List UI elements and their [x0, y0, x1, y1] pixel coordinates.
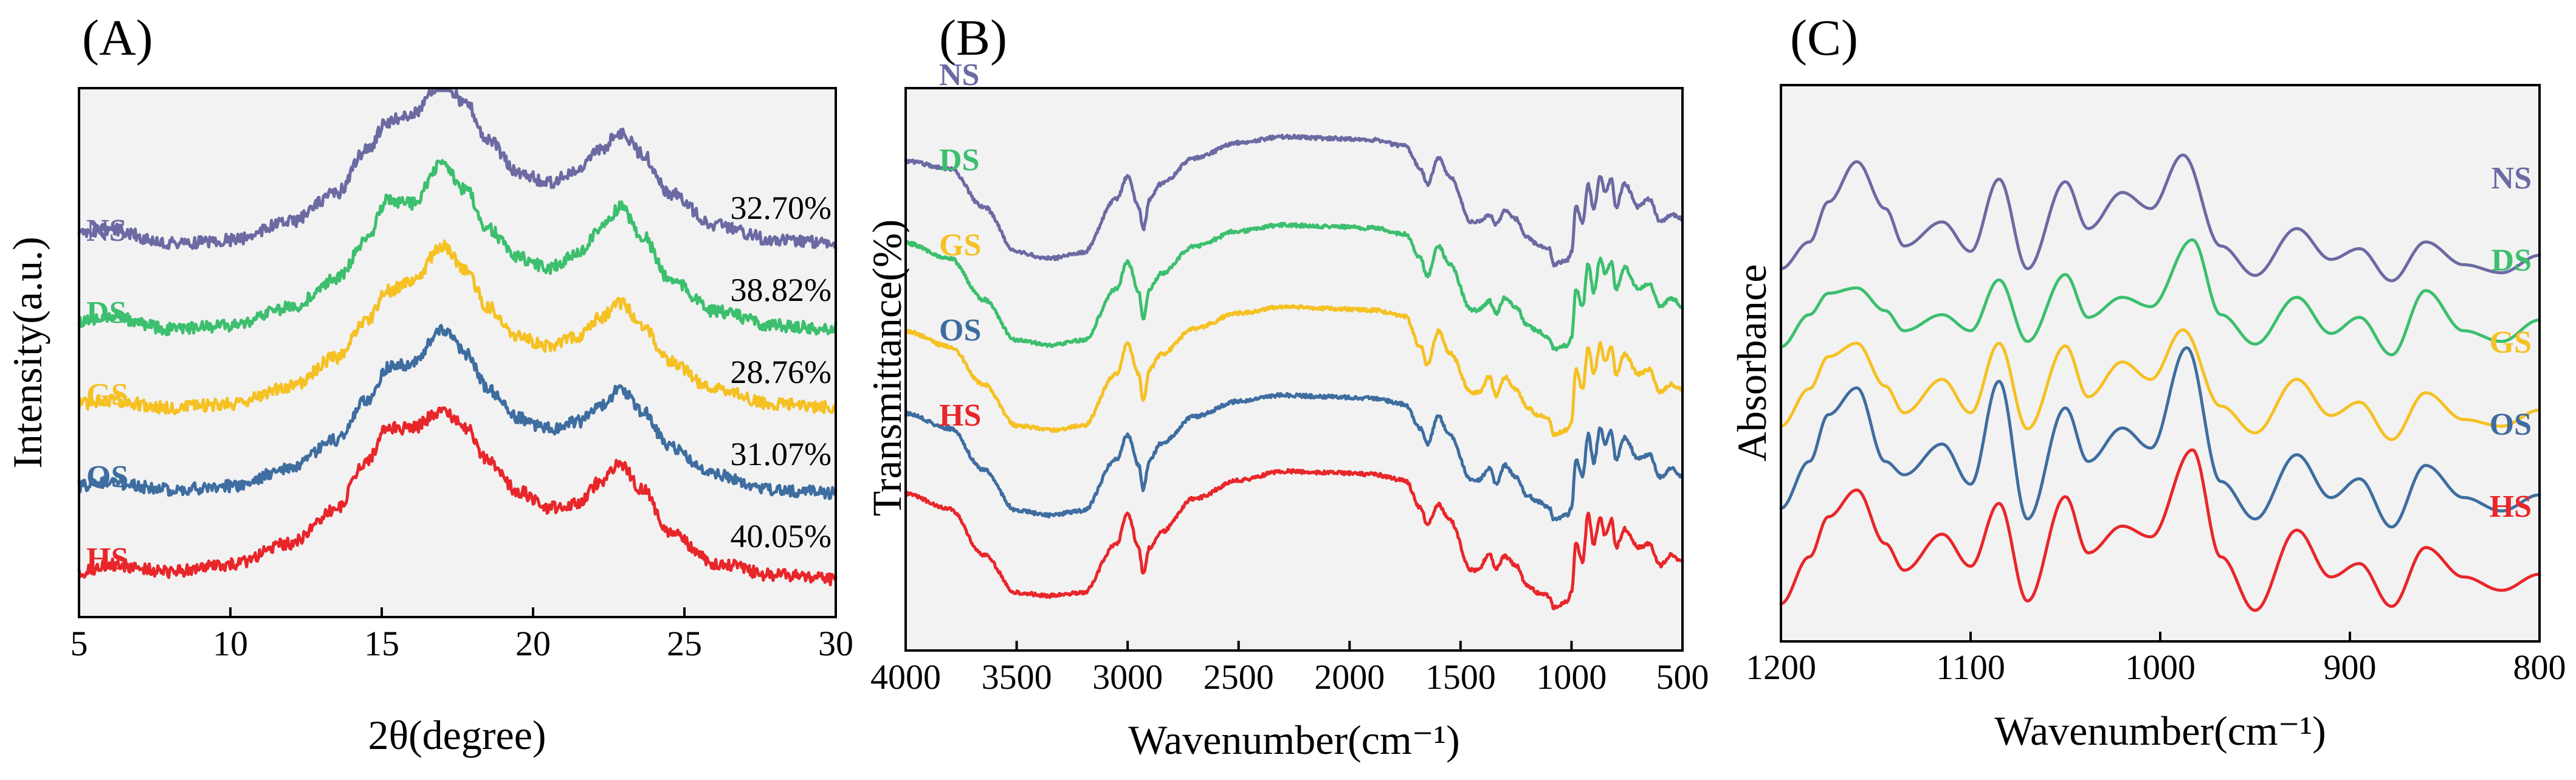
x-tick-label: 1200	[1746, 647, 1816, 687]
x-tick-label: 1100	[1936, 647, 2005, 687]
series-label-ds: DS	[86, 295, 126, 330]
x-tick-label: 15	[364, 624, 399, 663]
series-line-ds	[77, 159, 838, 337]
x-tick-label: 900	[2324, 647, 2377, 687]
x-tick-label: 30	[818, 624, 853, 663]
x-tick-label: 5	[71, 624, 88, 663]
x-tick-label: 20	[515, 624, 551, 663]
crystallinity-label-hs: 40.05%	[731, 518, 832, 554]
panel-a-ticks: 5 10 15 20 25 30	[71, 607, 853, 663]
series-line-ds	[1779, 238, 2541, 357]
series-label-os: OS	[2490, 407, 2532, 442]
panel-a-letter: (A)	[82, 10, 153, 66]
series-line-ns	[904, 133, 1684, 267]
panel-c: (C) 1200 1100 1000 900 800 NS DS GS OS HS Wavenu…	[1729, 10, 2566, 754]
x-tick-label: 25	[667, 624, 702, 663]
panel-b-frame	[904, 87, 1684, 652]
series-line-gs	[904, 304, 1684, 438]
panel-a-plot-area	[79, 88, 836, 617]
series-label-gs: GS	[2490, 325, 2532, 360]
panel-b-ticks: 4000 3500 3000 2500 2000 1500 1000 500	[870, 641, 1709, 697]
x-tick-label: 1000	[1536, 657, 1607, 697]
series-line-ns	[77, 89, 838, 250]
panel-c-ylabel: Absorbance	[1729, 264, 1775, 462]
panel-c-xlabel: Wavenumber(cm⁻¹)	[1994, 708, 2326, 754]
x-tick-label: 10	[213, 624, 248, 663]
x-tick-label: 1500	[1425, 657, 1496, 697]
panel-c-traces	[1779, 153, 2541, 612]
series-line-ns	[1779, 153, 2541, 283]
panel-c-plot-area	[1781, 85, 2540, 641]
series-label-ds: DS	[939, 143, 979, 178]
series-line-hs	[904, 468, 1684, 610]
series-line-hs	[1779, 448, 2541, 612]
series-label-hs: HS	[86, 542, 128, 576]
panel-b: (B) 4000 3500 3000 2500 2000 1500 1000 500 NS DS…	[864, 10, 1709, 763]
x-tick-label: 3500	[982, 657, 1052, 697]
series-label-ns: NS	[939, 58, 979, 92]
panel-c-ticks: 1200 1100 1000 900 800	[1746, 632, 2566, 687]
panel-c-frame	[1780, 84, 2541, 643]
series-line-os	[904, 392, 1684, 522]
panel-a-traces	[77, 89, 838, 587]
crystallinity-label-ns: 32.70%	[731, 190, 832, 226]
series-line-ds	[904, 221, 1684, 352]
series-line-gs	[1779, 328, 2541, 441]
series-label-hs: HS	[939, 398, 981, 433]
series-label-ns: NS	[86, 213, 126, 248]
series-line-gs	[77, 239, 838, 415]
panel-a-frame	[78, 87, 837, 618]
series-label-os: OS	[939, 313, 981, 348]
panel-c-series-labels: NS DS GS OS HS	[2490, 161, 2532, 524]
crystallinity-label-os: 31.07%	[731, 436, 832, 472]
panel-c-letter: (C)	[1790, 10, 1858, 66]
series-label-hs: HS	[2490, 489, 2532, 524]
panel-a-crystallinity-labels: 32.70% 38.82% 28.76% 31.07% 40.05%	[731, 190, 832, 554]
series-label-gs: GS	[86, 378, 128, 412]
x-tick-label: 4000	[870, 657, 941, 697]
series-line-os	[77, 323, 838, 500]
series-label-gs: GS	[939, 228, 981, 263]
panel-a: (A) 5 10 15 20 25 30 NS DS GS OS HS 32.70% 38.82% 2…	[4, 10, 853, 758]
panel-b-xlabel: Wavenumber(cm⁻¹)	[1128, 717, 1459, 763]
x-tick-label: 3000	[1092, 657, 1163, 697]
panel-b-letter: (B)	[939, 10, 1007, 66]
panel-b-series-labels: NS DS GS OS HS	[939, 58, 981, 433]
x-tick-label: 800	[2513, 647, 2566, 687]
series-line-os	[1779, 346, 2541, 529]
panel-b-traces	[904, 133, 1684, 610]
panel-b-plot-area	[906, 88, 1682, 651]
series-line-hs	[77, 406, 838, 587]
series-label-ns: NS	[2492, 161, 2532, 196]
panel-a-xlabel: 2θ(degree)	[368, 712, 546, 758]
series-label-ds: DS	[2492, 243, 2532, 278]
x-tick-label: 500	[1656, 657, 1709, 697]
x-tick-label: 2500	[1204, 657, 1274, 697]
panel-a-ylabel: Intensity(a.u.)	[4, 236, 50, 468]
x-tick-label: 2000	[1314, 657, 1385, 697]
crystallinity-label-gs: 28.76%	[731, 354, 832, 390]
crystallinity-label-ds: 38.82%	[731, 272, 832, 308]
series-label-os: OS	[86, 460, 128, 494]
panel-a-series-labels: NS DS GS OS HS	[86, 213, 128, 576]
x-tick-label: 1000	[2125, 647, 2195, 687]
panel-b-ylabel: Transmittance(%)	[864, 219, 910, 516]
